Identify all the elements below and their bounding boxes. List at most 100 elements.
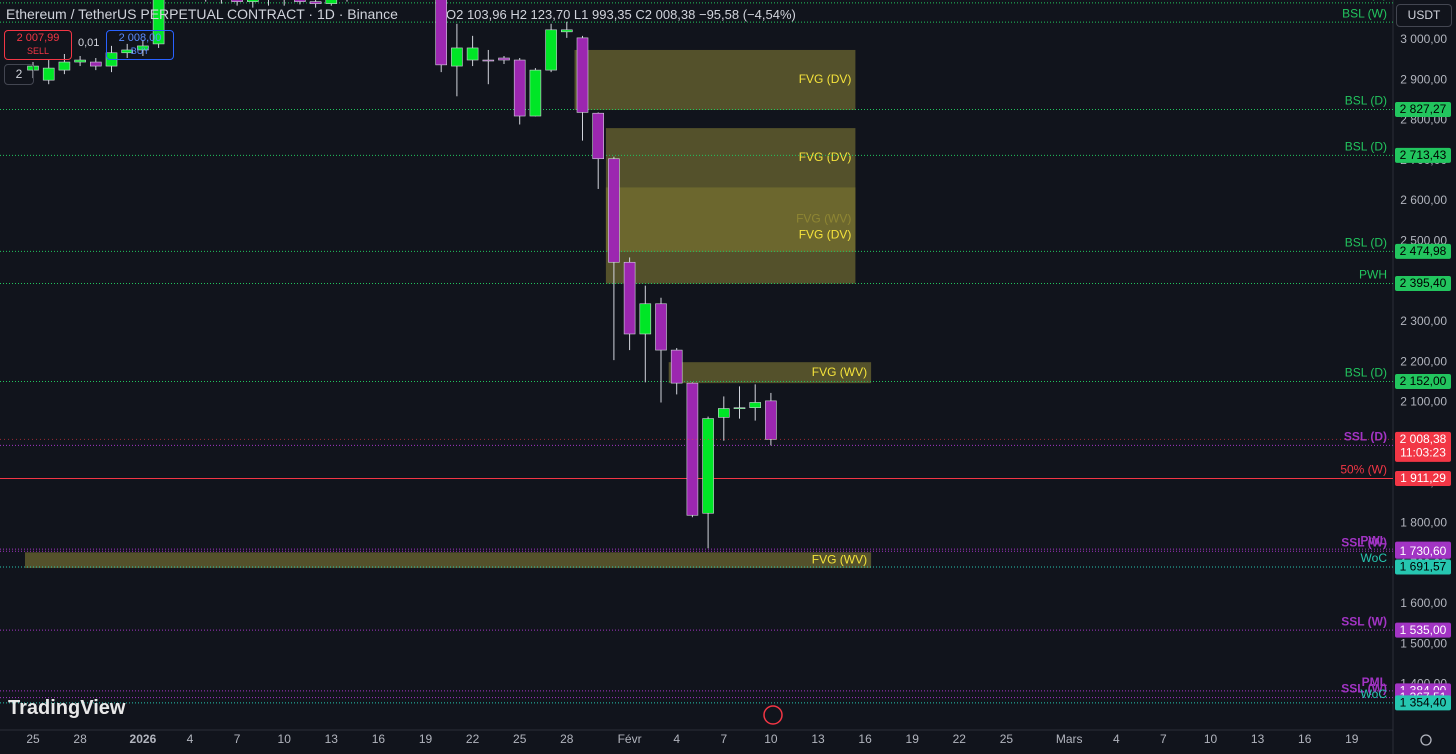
candle-body [623,261,636,335]
y-tick-label: 1 600,00 [1400,596,1447,610]
buy-price: 2 008,00 [118,32,162,44]
candle-body [482,59,495,62]
x-tick-label: 4 [1113,732,1120,746]
x-tick-label: 13 [1251,732,1265,746]
candle-body [152,0,165,45]
x-tick-label: 19 [906,732,920,746]
candle-body [513,59,526,117]
x-tick-label: 7 [1160,732,1167,746]
sell-price: 2 007,99 [16,32,60,44]
x-tick-label: 10 [1204,732,1218,746]
level-label: BSL (D) [1345,236,1387,250]
plot: FVG (DV) FVG (DV) FVG (WV) FVG (DV) FVG (WV)… [0,0,1393,704]
x-tick-label: Mars [1056,732,1083,746]
x-tick-label: 28 [73,732,87,746]
price-tag [1395,622,1451,638]
fvg-zone [668,362,872,384]
buy-label: BUY [130,46,150,56]
price-tag-label: 2 713,43 [1400,148,1447,162]
fvg-label: FVG (WV) [812,552,867,566]
candle-body [765,400,777,440]
price-tag-label: 1 911,29 [1400,471,1446,485]
candle-body [717,408,730,418]
y-tick-label: 3 000,00 [1400,32,1447,46]
candle-body [670,349,683,384]
ohlc-readout: O2 103,96 H2 123,70 L1 993,35 C2 008,38 … [446,7,796,22]
candle-body [498,57,510,61]
y-tick-label: 2 100,00 [1400,395,1447,409]
x-tick-label: 2026 [130,732,157,746]
candle-body [608,158,620,263]
fvg-zone [605,187,856,284]
x-tick-label: 13 [811,732,825,746]
x-tick-label: 25 [26,732,40,746]
y-tick-label: 2 200,00 [1400,354,1447,368]
level-label: SSL (W) [1341,682,1387,696]
fvg-label: FVG (DV) [799,72,852,86]
x-tick-label: 7 [234,732,241,746]
candle-body [325,0,338,4]
indicator-count[interactable]: 2 [4,64,34,85]
price-tag-label: 2 474,98 [1400,244,1447,258]
candle-body [58,61,71,71]
x-tick-label: 19 [419,732,433,746]
price-tag-label: 1 354,40 [1400,696,1447,710]
candle-body [529,69,542,117]
x-tick-label: 25 [1000,732,1014,746]
symbol-title[interactable]: Ethereum / TetherUS PERPETUAL CONTRACT ·… [6,6,398,22]
price-tag [1395,559,1451,575]
x-tick-label: 13 [325,732,339,746]
quantity: 0,01 [78,37,100,49]
price-tag [1395,243,1451,259]
candle-body [90,61,102,67]
price-tag [1395,543,1451,559]
candle-body [121,49,133,54]
x-tick-label: 10 [764,732,778,746]
x-tick-label: 19 [1345,732,1359,746]
price-tag-label: 1 730,60 [1400,544,1447,558]
currency-select[interactable]: USDT [1396,4,1452,27]
x-tick-label: 22 [466,732,480,746]
candle-body [247,0,259,2]
candle-body [451,47,463,67]
buy-button[interactable]: 2 008,00 BUY [106,30,174,60]
candle-body [294,0,306,2]
candle-body [560,29,573,33]
level-label: PWH [1359,268,1387,282]
y-tick-label: 2 300,00 [1400,314,1447,328]
level-label: WoC [1361,687,1388,701]
level-label: BSL (D) [1345,94,1387,108]
fvg-zone [25,552,872,569]
x-tick-label: 7 [720,732,727,746]
level-label: BSL (D) [1345,140,1387,154]
sell-label: SELL [26,46,50,56]
y-tick-label: 2 600,00 [1400,193,1447,207]
candle-body [74,59,86,63]
level-label: BSL (D) [1345,366,1387,380]
level-label: WoC [1361,551,1388,565]
brand-logo: TradingView [8,697,126,719]
last-price-tag [1395,431,1451,462]
x-tick-label: 10 [278,732,292,746]
level-label: PWL [1360,533,1387,547]
x-tick-label: 4 [187,732,194,746]
price-tag [1395,101,1451,117]
candle-body [733,407,746,410]
level-label: BSL (D) [1345,0,1387,1]
x-tick-label: 16 [858,732,872,746]
candle-body [137,45,149,51]
price-tag-label: 1 535,00 [1400,623,1447,637]
candle-body [42,67,55,81]
y-tick-label: 1 500,00 [1400,636,1447,650]
sell-button[interactable]: 2 007,99 SELL [4,30,72,60]
x-tick-label: 16 [372,732,386,746]
x-tick-label: 25 [513,732,527,746]
level-label: SSL (D) [1344,430,1387,444]
candle-body [702,418,714,514]
level-label: 50% (W) [1340,463,1387,477]
price-tag-label: 2 827,27 [1400,102,1447,116]
price-tag [1395,374,1451,390]
x-tick-label: 22 [953,732,967,746]
